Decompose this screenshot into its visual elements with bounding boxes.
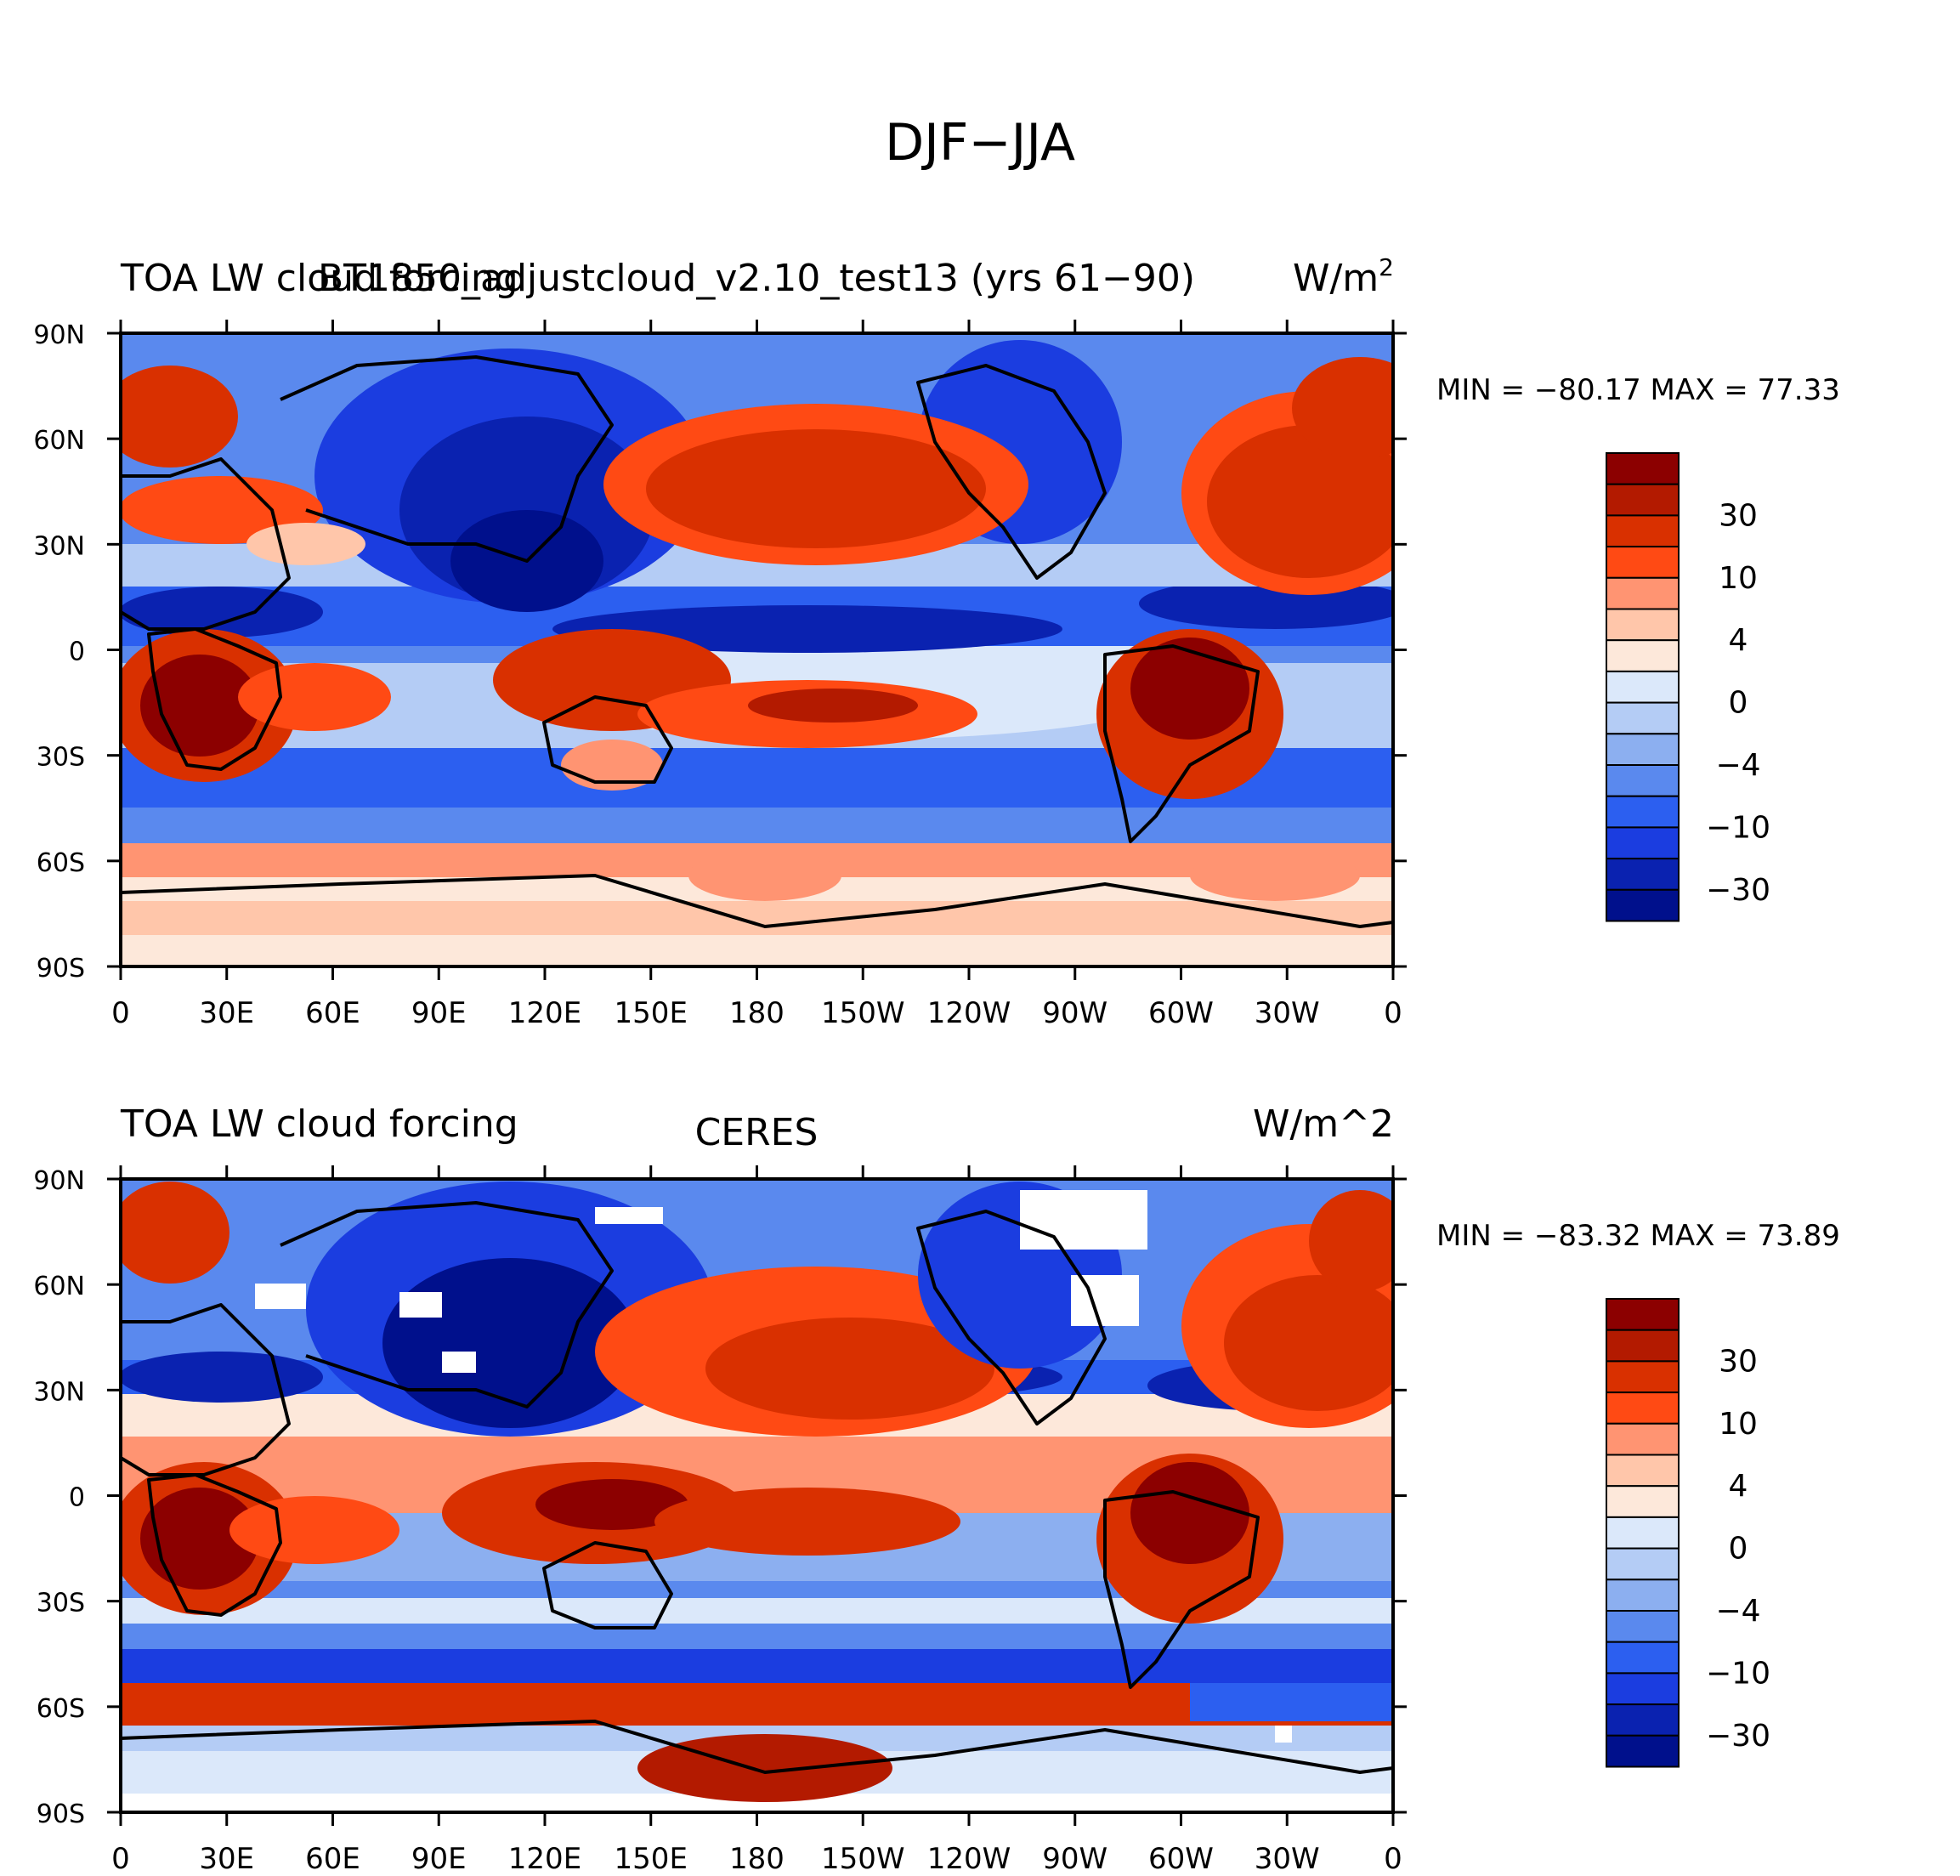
colorbar-segment	[1606, 888, 1680, 922]
lon-tick-label: 180	[729, 1842, 785, 1876]
panel-stats: MIN = −80.17 MAX = 77.33	[1436, 373, 1840, 407]
colorbar-segment	[1606, 1485, 1680, 1518]
colorbar-label: 10	[1719, 561, 1758, 596]
lat-tick-label: 30N	[33, 531, 85, 561]
lon-tick-label: 30E	[199, 996, 254, 1030]
lon-tick-label: 90W	[1042, 996, 1107, 1030]
map-field	[121, 1179, 1393, 1812]
map-field	[121, 333, 1393, 966]
colorbar-segment	[1606, 1391, 1680, 1425]
colorbar: 30 10 4 0 −4 −10 −30	[1606, 452, 1770, 922]
colorbar-segment	[1606, 858, 1680, 891]
colorbar-segment	[1606, 1734, 1680, 1768]
lon-tick-label: 60E	[305, 996, 360, 1030]
colorbar-label: −30	[1706, 873, 1770, 908]
colorbar-label: −10	[1706, 1656, 1770, 1691]
colorbar-segment	[1606, 764, 1680, 797]
colorbar-label: −10	[1706, 810, 1770, 845]
colorbar: 30 10 4 0 −4 −10 −30	[1606, 1298, 1770, 1768]
colorbar-segment	[1606, 1641, 1680, 1675]
colorbar-label: 0	[1729, 686, 1748, 721]
colorbar-segment	[1606, 1547, 1680, 1581]
colorbar-label: −4	[1715, 1594, 1760, 1629]
lon-tick-label: 0	[1384, 1842, 1402, 1876]
colorbar-label: −4	[1715, 748, 1760, 783]
lon-tick-label: 60W	[1148, 996, 1214, 1030]
lat-tick-label: 30S	[37, 743, 85, 773]
lon-tick-label: 90W	[1042, 1842, 1107, 1876]
colorbar-segment	[1606, 1672, 1680, 1706]
panel-left-title: TOA LW cloud forcing	[120, 1102, 518, 1146]
lon-tick-label: 150W	[821, 1842, 905, 1876]
lon-tick-label: 90E	[411, 996, 467, 1030]
colorbar-segment	[1606, 546, 1680, 579]
colorbar-segment	[1606, 826, 1680, 860]
lat-tick-label: 0	[69, 1483, 85, 1513]
lat-tick-label: 60N	[33, 426, 85, 456]
lon-tick-label: 150E	[615, 996, 688, 1030]
colorbar-label: 4	[1729, 623, 1748, 658]
panel-units: W/m2	[1293, 253, 1394, 300]
colorbar-segment	[1606, 514, 1680, 548]
lat-tick-label: 30S	[37, 1589, 85, 1618]
lat-tick-label: 60N	[33, 1272, 85, 1301]
colorbar-segment	[1606, 1454, 1680, 1488]
panel-model: TOA LW cloud forcing BT1850_adjustcloud_…	[33, 253, 1839, 1030]
lat-tick-label: 60S	[37, 848, 85, 878]
colorbar-segment	[1606, 1360, 1680, 1394]
colorbar-segment	[1606, 608, 1680, 642]
lat-tick-label: 60S	[37, 1694, 85, 1724]
colorbar-label: 30	[1719, 498, 1758, 533]
lon-tick-label: 30W	[1255, 1842, 1320, 1876]
colorbar-segment	[1606, 1578, 1680, 1612]
lat-tick-label: 90S	[37, 1799, 85, 1829]
lon-tick-label: 30W	[1255, 996, 1320, 1030]
colorbar-segment	[1606, 576, 1680, 610]
lat-tick-label: 30N	[33, 1377, 85, 1407]
lon-tick-label: 120W	[927, 996, 1011, 1030]
lon-tick-label: 150E	[615, 1842, 688, 1876]
lon-tick-label: 120W	[927, 1842, 1011, 1876]
lon-tick-label: 60W	[1148, 1842, 1214, 1876]
colorbar-label: 4	[1729, 1469, 1748, 1504]
colorbar-label: 10	[1719, 1407, 1758, 1442]
figure-title: DJF−JJA	[885, 113, 1075, 173]
lat-tick-label: 90N	[33, 1166, 85, 1196]
panel-center-title: BT1850_adjustcloud_v2.10_test13 (yrs 61−…	[318, 257, 1195, 300]
colorbar-segment	[1606, 701, 1680, 735]
panel-stats: MIN = −83.32 MAX = 73.89	[1436, 1219, 1840, 1253]
colorbar-label: 30	[1719, 1344, 1758, 1379]
lon-tick-label: 90E	[411, 1842, 467, 1876]
colorbar-segment	[1606, 1703, 1680, 1737]
lon-tick-label: 150W	[821, 996, 905, 1030]
colorbar-segment	[1606, 795, 1680, 829]
colorbar-label: 0	[1729, 1532, 1748, 1567]
colorbar-segment	[1606, 670, 1680, 704]
colorbar-segment	[1606, 1422, 1680, 1456]
lon-tick-label: 120E	[508, 996, 581, 1030]
colorbar-segment	[1606, 639, 1680, 672]
panel-left-title: TOA LW cloud forcing	[120, 257, 518, 300]
lon-tick-label: 60E	[305, 1842, 360, 1876]
lon-tick-label: 0	[1384, 996, 1402, 1030]
panel-center-title: CERES	[695, 1111, 819, 1154]
lon-tick-label: 0	[111, 996, 130, 1030]
colorbar-segment	[1606, 1298, 1680, 1331]
colorbar-segment	[1606, 733, 1680, 766]
lon-tick-label: 180	[729, 996, 785, 1030]
colorbar-label: −30	[1706, 1719, 1770, 1754]
lon-tick-label: 120E	[508, 1842, 581, 1876]
colorbar-segment	[1606, 452, 1680, 485]
colorbar-segment	[1606, 483, 1680, 517]
lat-tick-label: 90S	[37, 954, 85, 983]
colorbar-segment	[1606, 1516, 1680, 1550]
colorbar-segment	[1606, 1610, 1680, 1643]
lon-tick-label: 30E	[199, 1842, 254, 1876]
lon-tick-label: 0	[111, 1842, 130, 1876]
lat-tick-label: 90N	[33, 320, 85, 350]
panel-observation: TOA LW cloud forcing CERES W/m^2	[33, 1102, 1839, 1876]
lat-tick-label: 0	[69, 638, 85, 667]
colorbar-segment	[1606, 1329, 1680, 1363]
panel-units: W/m^2	[1253, 1102, 1394, 1146]
